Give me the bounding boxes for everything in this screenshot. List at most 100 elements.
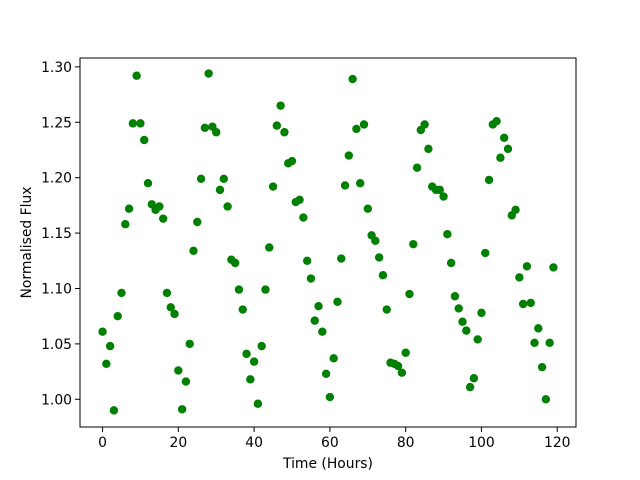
point <box>238 305 247 314</box>
point <box>412 163 422 172</box>
point <box>189 246 198 256</box>
x-tick-label: 100 <box>468 435 495 451</box>
point <box>518 299 528 309</box>
point <box>314 302 323 311</box>
point <box>409 239 418 249</box>
point <box>348 74 357 84</box>
point <box>454 304 463 313</box>
point <box>230 258 240 268</box>
point <box>378 270 388 280</box>
point <box>280 128 289 137</box>
point <box>496 153 505 162</box>
point <box>200 123 210 133</box>
point <box>257 341 266 351</box>
point <box>196 174 206 183</box>
plot-frame <box>79 57 577 428</box>
point <box>374 253 384 262</box>
point <box>102 359 111 369</box>
point <box>333 297 342 306</box>
point <box>484 175 494 185</box>
x-axis-label: Time (Hours) <box>282 456 373 472</box>
point <box>306 274 316 283</box>
point <box>272 121 282 130</box>
point <box>299 213 308 222</box>
point <box>132 71 141 80</box>
point <box>371 236 380 246</box>
point <box>295 195 304 205</box>
point <box>325 392 335 402</box>
point <box>526 298 535 308</box>
y-axis-label: Normalised Flux <box>19 186 35 298</box>
point <box>302 256 312 265</box>
point <box>492 116 501 126</box>
point <box>469 374 479 383</box>
x-tick-label: 40 <box>245 435 263 451</box>
point <box>261 285 270 294</box>
point <box>321 369 331 379</box>
point <box>545 338 554 347</box>
point <box>401 348 410 357</box>
point <box>212 128 221 137</box>
point <box>359 120 369 129</box>
point <box>193 217 202 227</box>
x-tick-label: 0 <box>98 435 107 451</box>
point <box>356 179 365 188</box>
y-tick-label: 1.20 <box>41 171 72 187</box>
point <box>534 324 543 333</box>
y-tick-label: 1.05 <box>41 337 72 353</box>
x-tick-label: 20 <box>169 435 187 451</box>
point <box>268 182 278 191</box>
point <box>242 349 251 359</box>
point <box>450 292 460 301</box>
point <box>136 119 145 128</box>
point <box>185 339 194 349</box>
point <box>352 124 361 134</box>
point <box>473 335 482 344</box>
point <box>287 156 297 166</box>
point <box>477 308 486 318</box>
point <box>393 361 403 371</box>
point <box>549 263 558 272</box>
point <box>503 144 513 154</box>
point <box>363 204 372 213</box>
point <box>420 120 429 129</box>
point <box>109 406 119 415</box>
point <box>329 354 338 363</box>
point <box>310 316 319 325</box>
point <box>397 368 407 377</box>
point <box>344 151 354 160</box>
y-tick-label: 1.00 <box>41 392 72 408</box>
point <box>439 192 448 201</box>
point <box>481 248 490 258</box>
point <box>105 341 115 351</box>
point <box>265 243 274 252</box>
point <box>143 179 153 188</box>
point <box>155 202 164 211</box>
point <box>223 202 232 211</box>
point <box>234 285 244 294</box>
point <box>340 181 350 190</box>
point <box>215 185 225 195</box>
point <box>337 254 346 263</box>
point <box>435 185 444 195</box>
point <box>405 289 414 299</box>
point <box>158 214 168 223</box>
point <box>121 220 130 229</box>
point <box>219 174 228 183</box>
point <box>98 327 107 336</box>
point <box>318 327 327 336</box>
point <box>124 204 134 213</box>
point <box>541 395 551 404</box>
point <box>276 101 285 110</box>
point <box>246 375 255 384</box>
x-tick-label: 120 <box>544 435 571 451</box>
point <box>140 135 149 145</box>
point <box>465 382 475 392</box>
point <box>515 273 524 282</box>
point <box>162 288 172 298</box>
point <box>249 357 259 366</box>
point <box>253 399 263 408</box>
point <box>204 69 213 78</box>
